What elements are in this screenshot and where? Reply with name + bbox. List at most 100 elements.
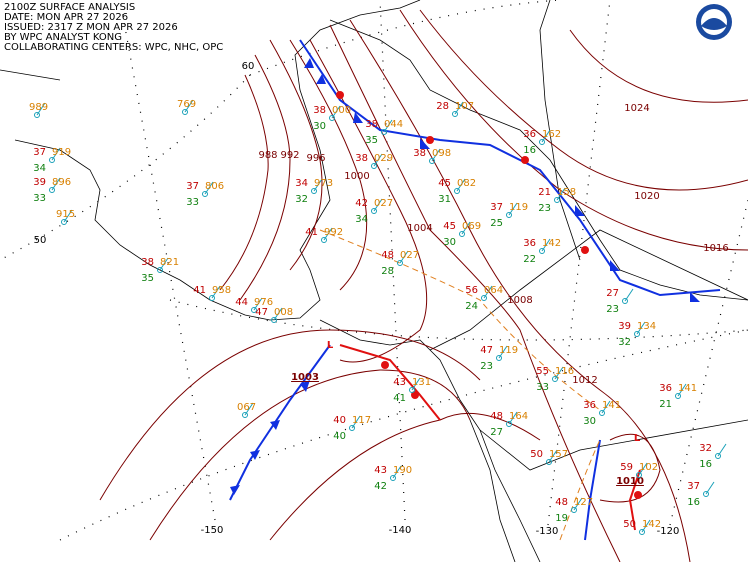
wind-barb [323,227,333,241]
station-temp: 48 [555,497,568,508]
header-line: 2100Z SURFACE ANALYSIS [4,2,135,13]
wind-barb [541,238,551,252]
station-marker [675,393,681,399]
station-pressure: 157 [549,449,568,460]
station-marker [506,212,512,218]
station-pressure: 127 [574,497,593,508]
station-temp: 50 [530,449,543,460]
wind-barb [383,119,393,133]
wind-barb [253,297,263,311]
station-marker [539,248,545,254]
station-dewpoint: 19 [555,513,568,524]
header-line: COLLABORATING CENTERS: WPC, NHC, OPC [4,42,223,53]
station-pressure: 027 [400,250,419,261]
station-dewpoint: 30 [443,237,456,248]
wind-barb [548,449,558,463]
station-dewpoint: 16 [523,145,536,156]
wind-barb [159,257,169,271]
wind-barb [636,321,646,335]
station-marker [459,231,465,237]
station-temp: 32 [699,443,712,454]
station-marker [454,188,460,194]
wind-barb [461,221,471,235]
station-marker [371,163,377,169]
station-temp: 21 [538,187,551,198]
wind-barb [483,285,493,299]
station-pressure: 142 [542,238,561,249]
station-pressure: 102 [639,462,658,473]
station-dewpoint: 33 [186,197,199,208]
station-temp: 55 [536,366,549,377]
station-temp: 59 [620,462,633,473]
station-pressure: 107 [455,101,474,112]
station-marker [271,317,277,323]
station-temp: 40 [333,415,346,426]
station-temp: 43 [393,377,406,388]
wind-barb [392,465,402,479]
station-pressure: 821 [160,257,179,268]
station-pressure: 973 [314,178,333,189]
station-temp: 36 [523,129,536,140]
wind-barb [556,187,566,201]
wind-barb [51,147,61,161]
fronts [229,39,721,541]
station-pressure: 067 [237,402,256,413]
header-line: DATE: MON APR 27 2026 [4,12,128,23]
station-dewpoint: 35 [365,135,378,146]
station-pressure: 158 [557,187,576,198]
station-dewpoint: 41 [393,393,406,404]
station-temp: 37 [490,202,503,213]
station-temp: 44 [235,297,248,308]
station-temp: 36 [659,383,672,394]
station-marker [571,507,577,513]
station-marker [321,237,327,243]
station-marker [429,158,435,164]
low-symbol: L [634,433,641,444]
station-pressure: 044 [384,119,403,130]
isobar-label: 988 [258,150,277,161]
station-dewpoint: 32 [295,194,308,205]
station-pressure: 915 [56,209,75,220]
station-pressure: 119 [499,345,518,356]
wind-barb [641,519,651,533]
station-dewpoint: 34 [33,163,46,174]
station-pressure: 162 [542,129,561,140]
isobar-label: 992 [280,150,299,161]
station-temp: 42 [355,198,368,209]
station-pressure: 064 [484,285,503,296]
station-pressure: 806 [205,181,224,192]
station-dewpoint: 23 [480,361,493,372]
station-pressure: 919 [52,147,71,158]
wind-barb [399,250,409,264]
station-marker [381,129,387,135]
isobar-label: 1004 [407,223,432,234]
station-pressure: 989 [29,102,48,113]
station-dewpoint: 30 [313,121,326,132]
station-dewpoint: 22 [523,254,536,265]
station-temp: 37 [687,481,700,492]
station-temp: 36 [583,400,596,411]
station-marker [61,219,67,225]
station-marker [703,491,709,497]
station-pressure: 164 [509,411,528,422]
station-marker [251,307,257,313]
station-marker [715,453,721,459]
isobar-label: 1024 [624,103,649,114]
grid-label: -130 [536,526,559,537]
station-temp: 27 [606,288,619,299]
station-pressure: 769 [177,99,196,110]
station-marker [49,157,55,163]
wind-barb [705,481,715,495]
station-temp: 48 [490,411,503,422]
station-dewpoint: 21 [659,399,672,410]
low-pressure: 1003 [291,372,319,383]
station-marker [371,208,377,214]
wind-barb [601,400,611,414]
station-marker [496,355,502,361]
station-pressure: 976 [254,297,273,308]
station-temp: 38 [365,119,378,130]
station-marker [599,410,605,416]
station-temp: 34 [295,178,308,189]
